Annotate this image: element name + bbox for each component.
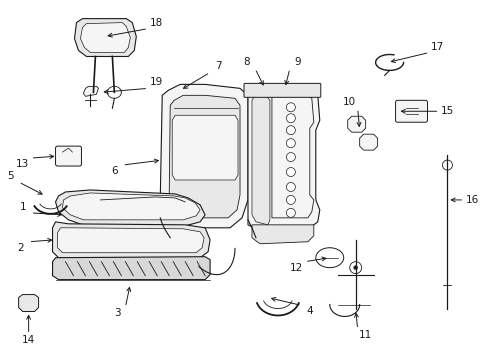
Text: 1: 1: [20, 202, 26, 212]
Circle shape: [286, 183, 295, 192]
Text: 15: 15: [440, 106, 453, 116]
Text: 19: 19: [149, 77, 163, 87]
Circle shape: [286, 114, 295, 123]
Text: 13: 13: [16, 159, 29, 169]
Text: 5: 5: [7, 171, 14, 181]
Circle shape: [353, 266, 357, 270]
Polygon shape: [58, 228, 203, 253]
Polygon shape: [169, 95, 240, 218]
Polygon shape: [74, 19, 136, 57]
Polygon shape: [56, 190, 204, 226]
Text: 17: 17: [430, 41, 443, 51]
Text: 2: 2: [17, 243, 24, 253]
Polygon shape: [347, 116, 365, 132]
Polygon shape: [19, 294, 39, 311]
Text: 4: 4: [306, 306, 312, 316]
Polygon shape: [172, 115, 238, 180]
FancyBboxPatch shape: [395, 100, 427, 122]
Polygon shape: [247, 86, 319, 230]
FancyBboxPatch shape: [244, 84, 320, 97]
Circle shape: [286, 126, 295, 135]
Text: 16: 16: [465, 195, 478, 205]
Text: 18: 18: [149, 18, 163, 28]
Text: 14: 14: [22, 336, 35, 345]
Text: 9: 9: [294, 58, 301, 67]
Text: 12: 12: [290, 263, 303, 273]
Text: 11: 11: [358, 330, 371, 341]
Polygon shape: [81, 23, 130, 53]
Polygon shape: [62, 193, 200, 220]
Polygon shape: [251, 225, 313, 244]
Polygon shape: [271, 93, 313, 218]
Polygon shape: [251, 95, 269, 225]
Circle shape: [286, 139, 295, 148]
Circle shape: [349, 262, 361, 274]
Polygon shape: [52, 222, 210, 258]
Text: 6: 6: [111, 166, 118, 176]
Text: 8: 8: [243, 58, 250, 67]
FancyBboxPatch shape: [56, 146, 81, 166]
Circle shape: [286, 153, 295, 162]
Text: 10: 10: [343, 97, 356, 107]
Circle shape: [286, 195, 295, 204]
Polygon shape: [52, 257, 210, 280]
Circle shape: [442, 160, 451, 170]
Circle shape: [286, 208, 295, 217]
Circle shape: [286, 103, 295, 112]
Polygon shape: [160, 84, 247, 228]
Polygon shape: [359, 134, 377, 150]
Polygon shape: [83, 86, 98, 96]
Ellipse shape: [315, 248, 343, 268]
Text: 3: 3: [114, 309, 121, 319]
Text: 7: 7: [214, 62, 221, 71]
Circle shape: [286, 167, 295, 176]
